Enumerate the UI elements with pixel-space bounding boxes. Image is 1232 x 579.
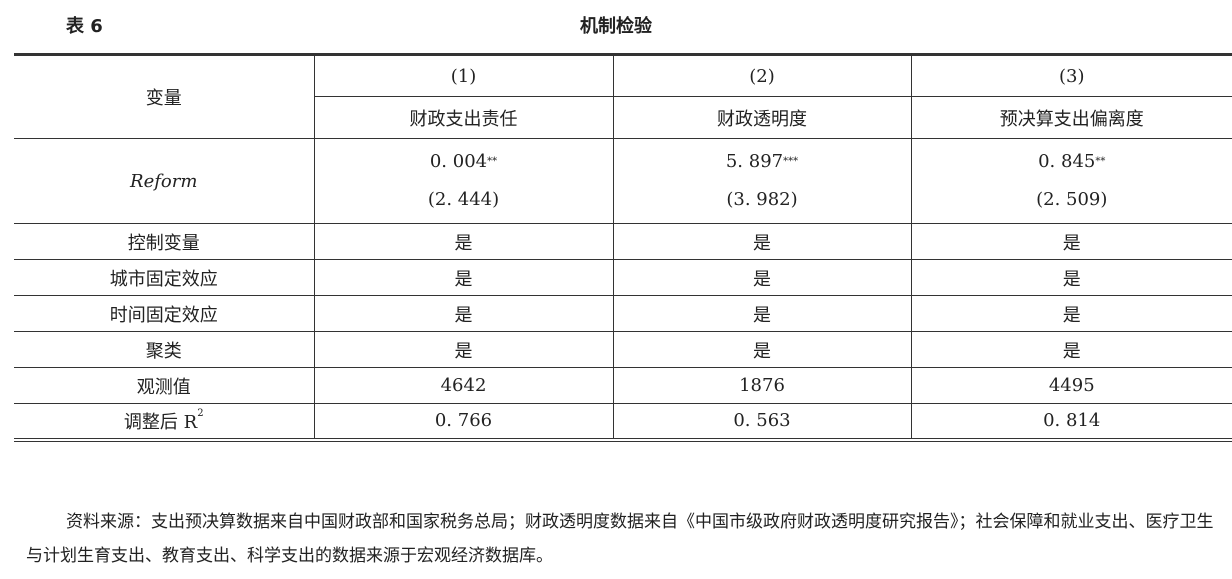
cell: 是: [612, 259, 912, 296]
cell: 0. 814: [910, 403, 1232, 442]
cell: 是: [313, 295, 614, 332]
cell: 是: [313, 223, 614, 260]
cell: 是: [313, 331, 614, 368]
reform-cell: 5. 897*** (3. 982): [612, 138, 912, 224]
r2-superscript: 2: [197, 407, 204, 419]
cell: 是: [910, 295, 1232, 332]
table-row: 城市固定效应 是 是 是: [14, 259, 1232, 296]
table-row: 观测值 4642 1876 4495: [14, 367, 1232, 404]
table-row: 时间固定效应 是 是 是: [14, 295, 1232, 332]
reform-cell: 0. 004** (2. 444): [313, 138, 614, 224]
t-stat: (3. 982): [726, 189, 798, 210]
reform-cell: 0. 845** (2. 509): [910, 138, 1232, 224]
coefficient: 0. 004: [429, 151, 488, 172]
significance-stars: **: [1095, 156, 1106, 167]
row-label: 调整后 R2: [14, 403, 315, 442]
source-note: 资料来源：支出预决算数据来自中国财政部和国家税务总局；财政透明度数据来自《中国市…: [26, 512, 1214, 566]
t-stat: (2. 444): [427, 189, 500, 210]
cell: 是: [612, 331, 912, 368]
table-row: 调整后 R2 0. 766 0. 563 0. 814: [14, 403, 1232, 442]
cell: 是: [910, 223, 1232, 260]
cell: 4495: [910, 367, 1232, 404]
row-label: 观测值: [14, 367, 315, 404]
coefficient: 0. 845: [1038, 151, 1096, 172]
cell: 0. 766: [313, 403, 614, 442]
row-label: 时间固定效应: [14, 295, 315, 332]
column-number: (3): [910, 53, 1232, 97]
t-stat: (2. 509): [1036, 189, 1108, 210]
cell: 1876: [612, 367, 912, 404]
row-label: Reform: [14, 138, 315, 224]
coefficient: 5. 897: [725, 151, 784, 172]
cell: 是: [612, 223, 912, 260]
cell: 是: [910, 259, 1232, 296]
column-number: (2): [612, 53, 912, 97]
cell: 是: [910, 331, 1232, 368]
column-name: 财政支出责任: [314, 96, 614, 139]
variable-header: 变量: [14, 53, 315, 139]
significance-stars: **: [487, 156, 498, 167]
cell: 是: [612, 295, 912, 332]
row-label: 聚类: [14, 331, 315, 368]
column-name: 预决算支出偏离度: [910, 96, 1232, 139]
table-row: 控制变量 是 是 是: [14, 223, 1232, 260]
column-name: 财政透明度: [612, 96, 912, 139]
mechanism-test-table: 变量 (1) (2) (3) 财政支出责任 财政透明度 预决算支出偏离度 Ref…: [14, 53, 1232, 442]
row-label: 控制变量: [14, 223, 315, 260]
cell: 4642: [313, 367, 614, 404]
table-title: 机制检验: [580, 16, 652, 37]
r2-label: 调整后 R: [123, 411, 198, 433]
row-label: 城市固定效应: [14, 259, 315, 296]
table-label: 表 6: [66, 16, 103, 37]
significance-stars: ***: [783, 156, 799, 167]
column-number: (1): [313, 53, 614, 97]
cell: 0. 563: [612, 403, 912, 442]
cell: 是: [313, 259, 614, 296]
table-row: 聚类 是 是 是: [14, 331, 1232, 368]
